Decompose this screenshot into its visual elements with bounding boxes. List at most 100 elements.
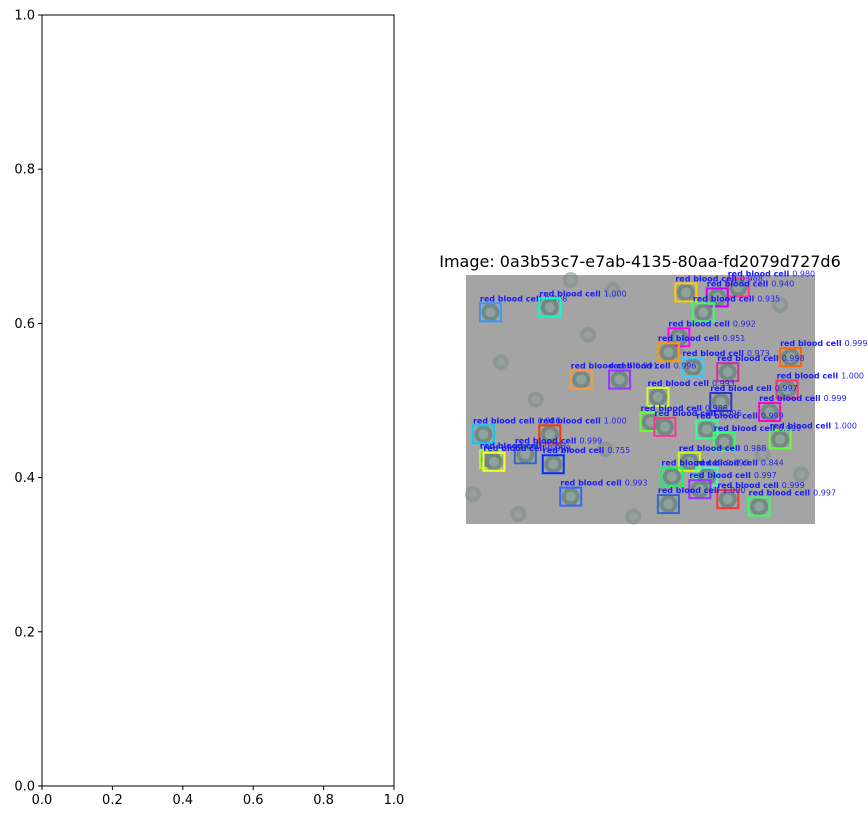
detection: red blood cell 1.000 bbox=[538, 416, 627, 445]
detection-label: red blood cell 0.980 bbox=[728, 269, 815, 278]
detection-label: red blood cell 0.951 bbox=[658, 334, 745, 343]
detection-class: red blood cell bbox=[717, 354, 779, 363]
detection-box bbox=[688, 479, 712, 500]
detection-score: 0.999 bbox=[845, 339, 868, 348]
detection-score: 0.996 bbox=[719, 409, 742, 418]
detection-class: red blood cell bbox=[777, 372, 839, 381]
image-title: Image: 0a3b53c7-e7ab-4135-80aa-fd2079d72… bbox=[439, 252, 841, 271]
cell-center bbox=[712, 292, 723, 303]
cell-center bbox=[659, 421, 670, 432]
background-cell-center bbox=[468, 490, 477, 499]
detection-box bbox=[660, 466, 684, 487]
detection-class: red blood cell bbox=[483, 444, 545, 453]
detection-label: red blood cell 0.986 bbox=[640, 404, 727, 413]
x-tick-label: 0.0 bbox=[32, 793, 53, 808]
cell-center bbox=[698, 307, 709, 318]
detection-class: red blood cell bbox=[539, 416, 601, 425]
image-axes: Image: 0a3b53c7-e7ab-4135-80aa-fd2079d72… bbox=[439, 252, 867, 525]
detection-box bbox=[705, 287, 729, 308]
detection-label: red blood cell 0.755 bbox=[543, 446, 630, 455]
cell-center bbox=[687, 362, 698, 373]
detection-class: red blood cell bbox=[675, 274, 737, 283]
background-cell-center bbox=[601, 445, 610, 454]
detection-box bbox=[538, 297, 562, 318]
x-tick-label: 1.0 bbox=[384, 793, 405, 808]
detection-class: red blood cell bbox=[647, 379, 709, 388]
cell-center bbox=[520, 449, 531, 460]
detection-box bbox=[608, 369, 632, 390]
detection-box bbox=[471, 424, 495, 445]
detection-class: red blood cell bbox=[480, 294, 542, 303]
detection-score: 0.986 bbox=[705, 404, 728, 413]
detection: red blood cell 1.000 bbox=[656, 486, 745, 515]
detection: red blood cell 0.993 bbox=[646, 379, 735, 408]
detection: red blood cell 0.973 bbox=[681, 349, 770, 378]
detection-box bbox=[716, 362, 740, 383]
detection-class: red blood cell bbox=[759, 394, 821, 403]
detection-score: 0.968 bbox=[740, 274, 763, 283]
detection: red blood cell 0.980 bbox=[726, 269, 815, 298]
detection-class: red blood cell bbox=[689, 471, 751, 480]
detection-label: red blood cell 0.998 bbox=[717, 354, 804, 363]
y-axis-ticks: 0.0 0.2 0.4 0.6 0.8 1.0 bbox=[14, 9, 42, 795]
detection-class: red blood cell bbox=[780, 339, 842, 348]
detection-score: 1.000 bbox=[722, 486, 745, 495]
cell-center bbox=[565, 491, 576, 502]
detection-label: red blood cell 0.996 bbox=[609, 362, 696, 371]
detection: red blood cell 0.997 bbox=[747, 489, 836, 517]
y-tick-label: 0.2 bbox=[14, 625, 35, 640]
detection-score: 0.999 bbox=[778, 424, 801, 433]
cell-center bbox=[754, 501, 765, 512]
detection-class: red blood cell bbox=[717, 481, 779, 490]
detection: red blood cell 0.998 bbox=[716, 354, 805, 383]
detection-score: 0.935 bbox=[757, 294, 780, 303]
detection: red blood cell 0.999 bbox=[758, 394, 847, 422]
detection-label: red blood cell 0.940 bbox=[707, 279, 794, 288]
detection-score: 0.999 bbox=[726, 459, 749, 468]
detection-class: red blood cell bbox=[679, 444, 741, 453]
detection-class: red blood cell bbox=[609, 362, 671, 371]
detection: red blood cell 1.000 bbox=[538, 289, 627, 318]
detection: red blood cell 0.755 bbox=[541, 446, 630, 475]
detection-label: red blood cell 0.991 bbox=[480, 441, 567, 450]
detection-box bbox=[691, 302, 715, 323]
detection-class: red blood cell bbox=[658, 486, 720, 495]
detection-score: 0.998 bbox=[782, 354, 805, 363]
detection-label: red blood cell 1.000 bbox=[539, 416, 626, 425]
detection: red blood cell 0.996 bbox=[653, 409, 742, 437]
detection-score: 0.999 bbox=[782, 481, 805, 490]
detection-box bbox=[569, 369, 593, 390]
cell-center bbox=[478, 429, 489, 440]
detection-score: 0.973 bbox=[747, 349, 770, 358]
detection-class: red blood cell bbox=[539, 289, 601, 298]
detection-label: red blood cell 0.992 bbox=[668, 319, 755, 328]
detection-box bbox=[674, 282, 698, 303]
cell-center bbox=[733, 282, 744, 293]
cell-center bbox=[764, 406, 775, 417]
detection-score: 0.999 bbox=[761, 411, 784, 420]
detection-label: red blood cell 1.000 bbox=[539, 289, 626, 298]
y-tick-label: 0.8 bbox=[14, 163, 35, 178]
detection-score: 0.951 bbox=[722, 334, 745, 343]
detection-class: red blood cell bbox=[571, 362, 633, 371]
detection-box bbox=[541, 454, 565, 475]
detection-label: red blood cell 0.999 bbox=[780, 339, 867, 348]
detection: red blood cell 0.951 bbox=[656, 334, 745, 363]
detection: red blood cell 0.996 bbox=[608, 362, 696, 390]
cell-center bbox=[722, 494, 733, 505]
y-tick-label: 0.4 bbox=[14, 471, 35, 486]
detection-score: 0.940 bbox=[771, 279, 794, 288]
detection-box bbox=[559, 486, 583, 507]
detection-label: red blood cell 0.997 bbox=[749, 489, 836, 498]
background-cell-center bbox=[797, 470, 806, 479]
cell-center bbox=[576, 374, 587, 385]
detection: red blood cell 0.988 bbox=[677, 444, 766, 472]
cell-center bbox=[652, 392, 663, 403]
detection: red blood cell 0.997 bbox=[709, 384, 798, 412]
detection-box bbox=[709, 391, 733, 412]
detection-score: 0.844 bbox=[761, 459, 784, 468]
detection-box bbox=[677, 451, 701, 472]
detection-class: red blood cell bbox=[749, 489, 811, 498]
